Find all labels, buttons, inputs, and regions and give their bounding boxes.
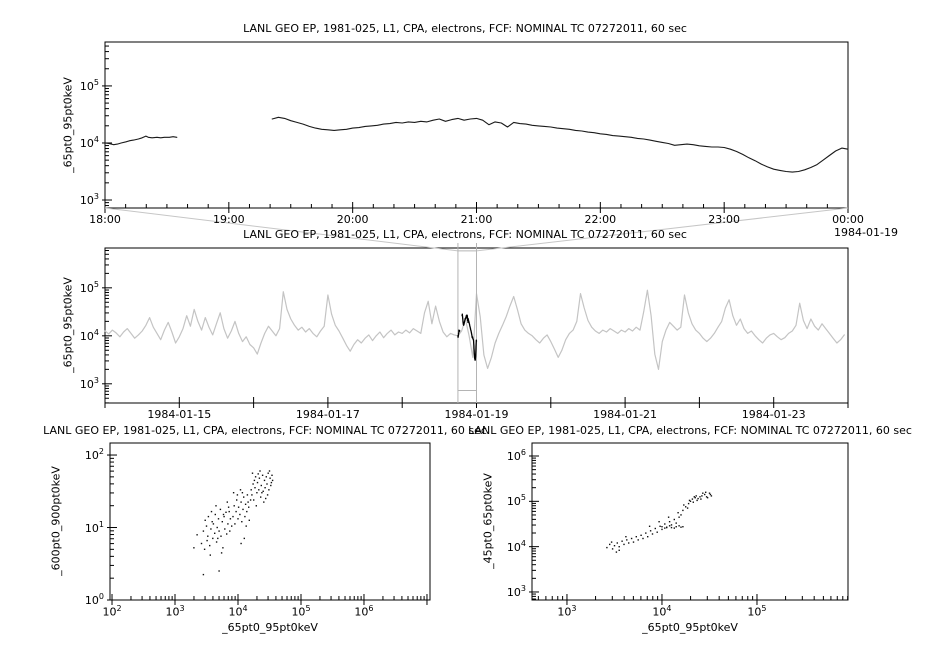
tick-label: 104	[228, 604, 248, 619]
tick-label: 18:00	[89, 213, 121, 226]
scatter-right-x-axis	[537, 594, 849, 605]
tick-label: 102	[84, 447, 104, 462]
panel-title-scatter-right: LANL GEO EP, 1981-025, L1, CPA, electron…	[468, 424, 912, 437]
y-axis-label-context: _65pt0_95pt0keV	[61, 277, 75, 373]
panel-title-top: LANL GEO EP, 1981-025, L1, CPA, electron…	[243, 22, 687, 35]
plot-area-scatter-right[interactable]	[532, 443, 848, 600]
scatter-right-points	[606, 491, 713, 553]
tick-label: 105	[79, 78, 99, 93]
scatter-left-y-axis	[107, 454, 117, 601]
tick-label: 100	[84, 592, 104, 607]
tick-label: 102	[102, 604, 122, 619]
x-axis-label-scatter-right: _65pt0_95pt0keV	[642, 621, 738, 634]
tick-label: 104	[506, 538, 526, 554]
tick-label: 103	[557, 604, 577, 619]
top-y-axis	[102, 45, 112, 207]
zoom-connector-lines	[104, 207, 849, 252]
scatter-left-x-axis	[111, 594, 428, 605]
tick-label: 105	[506, 493, 526, 509]
y-axis-label-scatter-left: _600pt0_900pt0keV	[49, 466, 63, 576]
tick-label: 00:00	[832, 213, 864, 226]
tick-label: 1984-01-21	[593, 408, 658, 421]
tick-label: 103	[165, 604, 185, 619]
zoom-selection-box[interactable]	[457, 243, 477, 403]
tick-label: 20:00	[336, 213, 369, 226]
top-series-segment-0	[104, 135, 178, 146]
tick-label: 21:00	[460, 213, 493, 226]
tick-label: 105	[79, 280, 99, 295]
tick-label: 103	[506, 584, 526, 599]
context-y-axis	[102, 249, 112, 404]
tick-label: 103	[79, 375, 99, 391]
tick-label: 104	[652, 604, 672, 619]
tick-label: 104	[79, 135, 99, 150]
tick-label: 1984-01-19	[444, 408, 509, 421]
tick-label: 106	[354, 604, 374, 619]
scatter-left-border	[109, 442, 431, 601]
x-axis-date-label: 1984-01-19	[834, 226, 898, 239]
tick-label: 101	[84, 519, 104, 535]
y-axis-label-scatter-right: _45pt0_65pt0keV	[481, 473, 495, 569]
tick-label: 1984-01-23	[741, 408, 806, 421]
tick-label: 106	[506, 448, 526, 463]
panel-title-context: LANL GEO EP, 1981-025, L1, CPA, electron…	[243, 228, 687, 241]
context-highlight-segment-1	[461, 313, 478, 361]
scatter-left-points	[193, 470, 274, 576]
context-highlight-segment-0	[457, 329, 461, 338]
tick-label: 105	[291, 604, 311, 619]
y-axis-label-top: _65pt0_95pt0keV	[61, 77, 75, 173]
plot-area-scatter-left[interactable]	[110, 443, 430, 600]
tick-label: 1984-01-17	[295, 408, 360, 421]
top-x-axis	[104, 202, 849, 213]
panel-title-scatter-left: LANL GEO EP, 1981-025, L1, CPA, electron…	[43, 424, 487, 437]
tick-label: 23:00	[708, 213, 741, 226]
context-x-axis	[104, 397, 849, 408]
plot-area-top-timeseries[interactable]	[105, 42, 848, 208]
scatter-right-border	[531, 442, 849, 601]
tick-label: 103	[79, 192, 99, 207]
x-axis-label-scatter-left: _65pt0_95pt0keV	[222, 621, 318, 634]
tick-label: 19:00	[212, 213, 245, 226]
top-series-segment-1	[271, 116, 849, 173]
tick-label: 104	[79, 327, 99, 343]
scatter-right-y-axis	[529, 455, 539, 600]
context-series-line	[104, 289, 845, 370]
tick-label: 1984-01-15	[147, 408, 212, 421]
tick-label: 105	[747, 604, 767, 619]
tick-label: 22:00	[584, 213, 617, 226]
